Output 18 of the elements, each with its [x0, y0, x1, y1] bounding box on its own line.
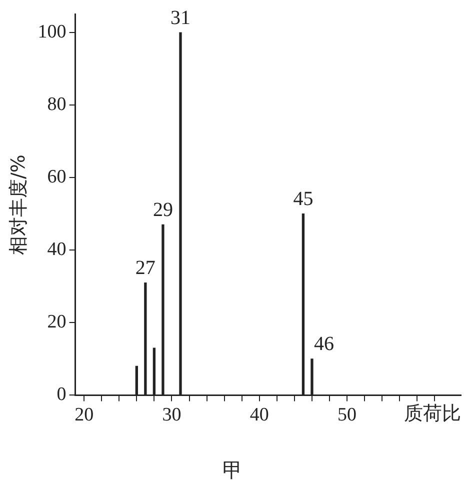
y-axis-title: 相对丰度/% [7, 154, 30, 256]
y-tick-label: 20 [47, 312, 66, 333]
x-tick-label: 40 [250, 404, 269, 426]
y-tick-label: 60 [47, 166, 66, 188]
annotation: 27 [135, 257, 156, 280]
annotation: 45 [293, 188, 314, 210]
x-tick-label: 50 [338, 404, 357, 426]
annotation: 46 [314, 333, 334, 356]
x-tick-label: 20 [74, 404, 94, 426]
annotation: 29 [152, 198, 173, 221]
text: 甲 [222, 458, 242, 482]
y-tick-label: 0 [56, 384, 66, 406]
y-tick-label: 100 [38, 22, 66, 43]
annotation: 31 [170, 6, 190, 29]
y-tick-label: 80 [47, 94, 66, 116]
x-axis-title: 质荷比 [404, 402, 461, 425]
x-tick-label: 30 [162, 404, 182, 426]
y-tick-label: 40 [47, 239, 66, 260]
